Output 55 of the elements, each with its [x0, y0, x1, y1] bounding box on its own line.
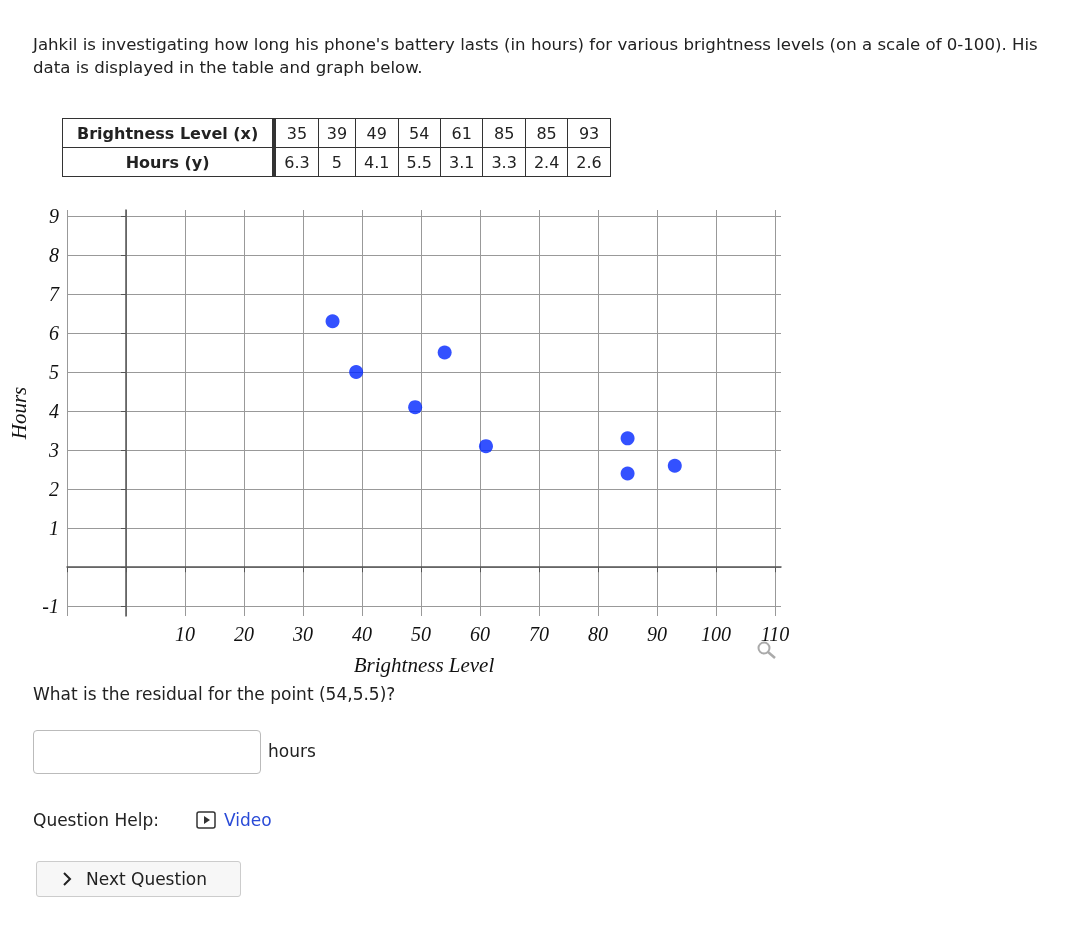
- x-tick-label: 70: [529, 623, 550, 645]
- text: 3.3: [482, 147, 526, 177]
- text: Brightness Level (x): [62, 118, 275, 148]
- point: [620, 466, 635, 481]
- x-tick-label: 80: [588, 623, 609, 645]
- y-tick-label: 7: [49, 282, 60, 305]
- y-tick-label: 8: [49, 243, 59, 266]
- y-tick-label: 5: [49, 361, 59, 384]
- y-tick-label: -1: [42, 595, 59, 618]
- point: [325, 314, 340, 329]
- text: 93: [567, 118, 611, 148]
- text: 2.6: [567, 147, 611, 177]
- text: 85: [482, 118, 526, 148]
- y-tick-label: 2: [49, 478, 59, 501]
- text: 39: [318, 118, 356, 148]
- x-tick-label: 110: [760, 623, 790, 645]
- y-tick-label: 4: [49, 400, 59, 423]
- text: 35: [274, 118, 319, 148]
- y-axis-title: Hours: [6, 386, 31, 441]
- y-tick-label: 9: [49, 204, 59, 227]
- point: [667, 458, 682, 473]
- y-tick-label: 6: [49, 321, 59, 344]
- text: Question Help:: [33, 810, 159, 830]
- text: 5: [318, 147, 356, 177]
- text: Video: [224, 810, 272, 830]
- text: 85: [525, 118, 568, 148]
- x-tick-label: 50: [411, 623, 432, 645]
- x-tick-label: 40: [352, 623, 373, 645]
- y-tick-label: 1: [49, 517, 59, 540]
- point: [408, 400, 423, 415]
- text: Jahkil is investigating how long his phone's battery lasts (in hours) for various brightness levels (on a scale of 0-100). His data is displayed in the table and graph below.: [33, 34, 1039, 79]
- x-tick-label: 20: [234, 623, 255, 645]
- point: [478, 439, 493, 454]
- text: 5.5: [398, 147, 441, 177]
- text: 61: [440, 118, 483, 148]
- text: 6.3: [274, 147, 319, 177]
- text: 49: [355, 118, 399, 148]
- y-tick-label: 3: [48, 439, 59, 462]
- text: hours: [268, 741, 316, 761]
- x-axis-title: Brightness Level: [353, 652, 495, 677]
- x-tick-label: 30: [292, 623, 314, 645]
- x-tick-label: 90: [647, 623, 668, 645]
- x-tick-label: 100: [701, 623, 732, 645]
- text: Hours (y): [62, 147, 275, 177]
- point: [437, 345, 452, 360]
- x-tick-label: 10: [175, 623, 196, 645]
- point: [620, 431, 635, 446]
- text: Next Question: [86, 869, 208, 889]
- text: 4.1: [355, 147, 399, 177]
- text: 54: [398, 118, 441, 148]
- text: What is the residual for the point (54,5.5)?: [33, 684, 396, 704]
- text: 3.1: [440, 147, 483, 177]
- text: 2.4: [525, 147, 568, 177]
- point: [349, 365, 364, 380]
- x-tick-label: 60: [470, 623, 491, 645]
